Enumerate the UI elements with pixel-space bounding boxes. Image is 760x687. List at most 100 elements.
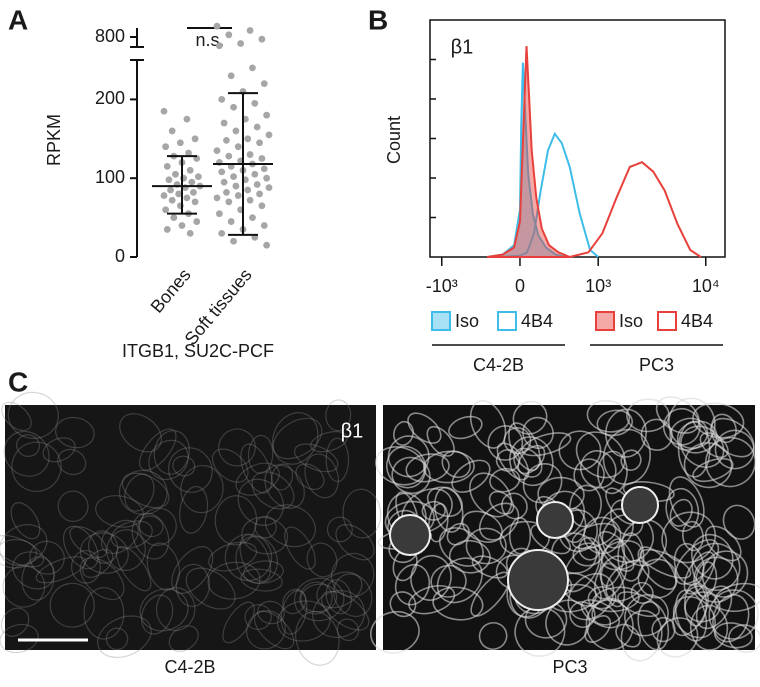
data-point <box>225 198 233 206</box>
cell-outline <box>69 526 108 558</box>
cell-outline <box>714 582 760 613</box>
cell-outline <box>690 533 734 580</box>
cell-outline <box>264 504 316 548</box>
legend-label: 4B4 <box>521 311 553 331</box>
cell-outline <box>522 463 563 504</box>
cell-outline <box>342 488 382 539</box>
cell-outline <box>728 624 760 653</box>
cell-outline <box>705 436 757 488</box>
cell-outline <box>155 587 196 632</box>
cell-outline <box>88 530 119 564</box>
cell-outline <box>208 541 258 572</box>
cell-outline <box>243 560 284 584</box>
x-tick-label: 10³ <box>585 276 611 296</box>
cell-outline <box>253 610 295 650</box>
cell-outline <box>240 568 283 592</box>
cell-outline <box>138 515 164 538</box>
data-point <box>230 173 237 181</box>
cell-outline <box>224 533 273 582</box>
cell-outline <box>139 588 189 632</box>
data-point <box>213 194 221 202</box>
data-point <box>249 214 256 222</box>
cell-outline <box>244 604 272 631</box>
legend-group-label: PC3 <box>639 355 674 375</box>
cell-outline <box>421 500 446 521</box>
data-point <box>234 143 242 151</box>
data-point <box>249 64 256 72</box>
cell-outline <box>674 539 720 585</box>
panel-letter: A <box>8 4 28 35</box>
cell-outline <box>580 450 617 489</box>
data-point <box>223 136 230 144</box>
cell-outline <box>683 442 733 489</box>
cell-outline <box>240 443 273 494</box>
cell-outline <box>148 439 189 481</box>
data-point <box>175 190 183 198</box>
y-tick-label: 200 <box>95 88 125 108</box>
cell-outline <box>637 558 678 599</box>
cell-outline <box>469 472 513 518</box>
data-point <box>258 202 266 210</box>
data-point <box>168 196 176 204</box>
cell-outline <box>587 586 617 610</box>
data-point <box>253 123 261 131</box>
cell-outline <box>593 555 628 600</box>
cell-outline <box>299 581 333 615</box>
cell-outline <box>0 539 38 569</box>
data-point <box>194 173 202 181</box>
cell-outline <box>35 556 87 584</box>
cell-outline <box>391 456 431 495</box>
cell-outline <box>394 563 431 606</box>
cell-outline <box>509 436 554 487</box>
data-point <box>183 194 191 202</box>
round-cell <box>389 514 431 556</box>
cell-outline <box>596 450 628 495</box>
cell-outline <box>501 492 528 520</box>
cell-outline <box>615 623 642 648</box>
cell-outline <box>662 407 701 446</box>
cell-outline <box>7 391 59 439</box>
histogram-curve <box>569 161 702 258</box>
cell-outline <box>118 469 168 515</box>
data-point <box>168 127 176 135</box>
y-axis-label: RPKM <box>44 114 64 166</box>
data-point <box>263 111 271 119</box>
micrograph-c42b <box>5 405 376 650</box>
cell-outline <box>119 413 162 453</box>
round-cell <box>507 549 569 611</box>
cell-outline <box>620 449 642 471</box>
cell-outline <box>699 432 729 459</box>
legend-label: Iso <box>619 311 643 331</box>
cell-outline <box>55 416 95 449</box>
cell-outline <box>100 519 139 555</box>
cell-outline <box>387 435 430 478</box>
cell-outline <box>446 522 470 546</box>
cell-outline <box>661 511 716 564</box>
data-point <box>213 22 221 30</box>
x-tick-label: -10³ <box>426 276 458 296</box>
round-cell <box>536 501 574 539</box>
cell-outline <box>15 434 40 457</box>
data-point <box>246 196 254 204</box>
cell-outline <box>600 539 643 571</box>
y-tick-label: 0 <box>115 246 125 266</box>
image-annotation: β1 <box>341 420 364 442</box>
cell-outline <box>674 589 708 642</box>
data-point <box>193 218 201 225</box>
data-point <box>234 192 242 199</box>
panel-letter: C <box>8 366 28 397</box>
data-point <box>162 206 170 214</box>
data-point <box>162 143 170 151</box>
cell-outline <box>385 445 427 489</box>
data-point <box>220 119 228 127</box>
legend-label: 4B4 <box>681 311 713 331</box>
cell-outline <box>517 444 546 475</box>
cell-outline <box>336 618 360 642</box>
cell-outline <box>617 591 660 618</box>
cell-outline <box>241 516 289 555</box>
y-axis-label: Count <box>384 116 404 164</box>
cell-outline <box>235 535 278 584</box>
data-point <box>172 170 179 178</box>
